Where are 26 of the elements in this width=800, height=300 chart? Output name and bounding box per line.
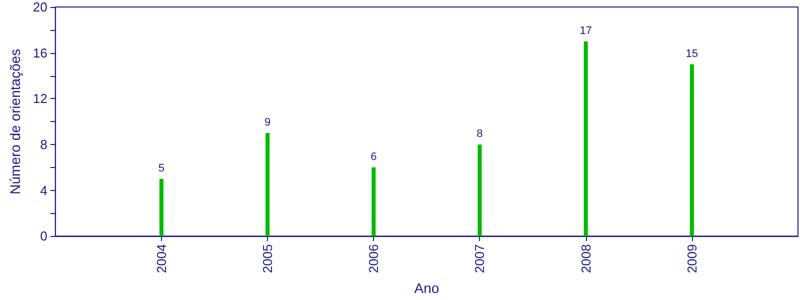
x-tick-label: 2005 [260, 244, 276, 274]
data-label: 6 [370, 150, 377, 163]
y-tick-label: 16 [32, 45, 48, 60]
x-axis-title: Ano [414, 280, 440, 296]
x-tick-label: 2004 [154, 244, 169, 274]
x-tick-label: 2006 [366, 244, 382, 274]
bar [159, 178, 164, 236]
x-tick-label: 2008 [578, 244, 594, 274]
y-tick-label: 8 [40, 137, 48, 152]
x-tick-label: 2007 [472, 244, 488, 274]
data-label: 8 [476, 128, 483, 140]
y-tick-label: 20 [32, 0, 48, 14]
x-tick-label: 2009 [684, 244, 700, 274]
y-tick-label: 12 [32, 91, 48, 106]
y-axis-title: Número de orientações [7, 48, 23, 194]
data-label: 15 [686, 48, 698, 60]
data-label: 9 [264, 116, 271, 129]
bar [584, 41, 588, 236]
y-tick-label: 0 [40, 228, 48, 244]
y-tick-label: 4 [40, 182, 48, 198]
bar [478, 144, 482, 236]
bar [266, 133, 270, 236]
data-label: 5 [158, 162, 165, 174]
bar [372, 167, 376, 236]
data-label: 17 [580, 24, 592, 37]
bar [690, 64, 694, 236]
